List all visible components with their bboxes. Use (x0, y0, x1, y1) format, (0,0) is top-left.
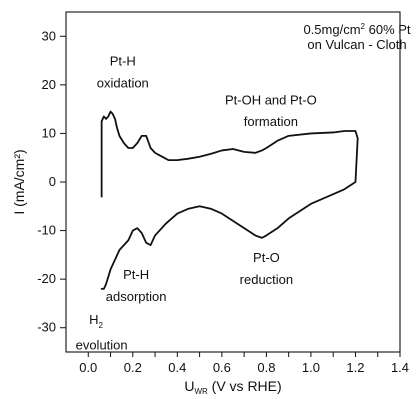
y-tick-label: 0 (49, 174, 56, 189)
annotation-1: oxidation (97, 75, 149, 90)
h2-label-text: H2 (89, 312, 103, 330)
x-tick-label: 0.4 (168, 360, 186, 375)
y-tick-label: -10 (37, 223, 56, 238)
header-note: 0.5mg/cm2 60% Pt on Vulcan - Cloth (303, 22, 410, 52)
h2-label: H2 (89, 312, 103, 330)
annotation-6: Pt-H (123, 267, 149, 282)
annotations: Pt-H oxidation Pt-OH and Pt-O formation Pt-O… (76, 53, 317, 352)
y-tick-label: 10 (42, 125, 56, 140)
x-tick-label: 1.4 (391, 360, 409, 375)
annotation-4: Pt-O (253, 250, 280, 265)
x-tick-label: 0.8 (257, 360, 275, 375)
y-axis-ticks (60, 35, 66, 329)
annotation-7: adsorption (106, 289, 167, 304)
y-tick-label: -30 (37, 320, 56, 335)
annotation-0: Pt-H (110, 53, 136, 68)
x-tick-label: 0.6 (213, 360, 231, 375)
x-axis-ticks (87, 352, 401, 357)
y-tick-label: -20 (37, 271, 56, 286)
y-axis-tick-labels: -30 -20 -10 0 10 20 30 (37, 28, 56, 334)
annotation-8: evolution (76, 338, 128, 353)
annotation-5: reduction (240, 272, 293, 287)
y-tick-label: 20 (42, 77, 56, 92)
x-tick-label: 1.2 (346, 360, 364, 375)
annotation-3: formation (244, 114, 298, 129)
x-axis-title: UWR (V vs RHE) (184, 378, 281, 396)
x-tick-label: 0.2 (124, 360, 142, 375)
x-axis-tick-labels: 0.0 0.2 0.4 0.6 0.8 1.0 1.2 1.4 (79, 360, 409, 375)
x-tick-label: 0.0 (79, 360, 97, 375)
annotation-2: Pt-OH and Pt-O (225, 92, 317, 107)
y-axis-title: I (mA/cm²) (11, 149, 27, 214)
header-line-1: 0.5mg/cm2 60% Pt (303, 22, 410, 37)
header-line-2: on Vulcan - Cloth (307, 37, 406, 52)
x-tick-label: 1.0 (302, 360, 320, 375)
series-line-cv-curve (100, 110, 359, 290)
y-tick-label: 30 (42, 28, 56, 43)
